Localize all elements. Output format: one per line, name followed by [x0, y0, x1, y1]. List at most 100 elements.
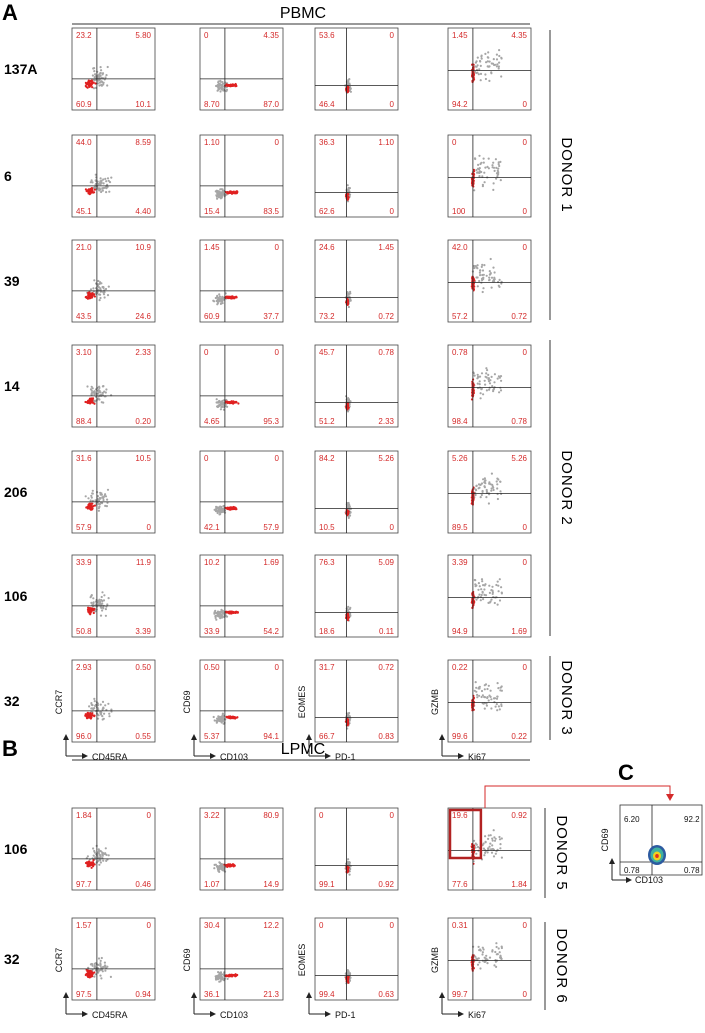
gray-event	[483, 584, 486, 587]
row-label-pbmc-14: 14	[4, 378, 20, 394]
gray-event	[478, 175, 481, 178]
gray-event	[100, 599, 103, 602]
gray-event	[482, 847, 485, 850]
gray-event	[101, 73, 104, 76]
gray-event	[106, 488, 110, 491]
quadrant-lr: 0.46	[135, 880, 151, 889]
quadrant-lr: 95.3	[263, 417, 279, 426]
red-event	[87, 190, 90, 194]
gray-event	[490, 848, 493, 851]
gray-event	[497, 284, 500, 287]
gray-event	[105, 859, 108, 863]
gray-event	[493, 271, 496, 274]
event-dots	[470, 367, 503, 401]
gray-event	[216, 511, 219, 515]
gray-event	[219, 510, 222, 513]
red-event	[232, 506, 235, 509]
gray-event	[481, 953, 484, 956]
quadrant-lr: 0	[523, 990, 528, 999]
gray-event	[89, 499, 92, 502]
red-event	[346, 722, 349, 725]
gray-event	[499, 847, 502, 850]
gray-event	[84, 495, 87, 498]
gray-event	[496, 695, 499, 698]
gray-event	[221, 615, 224, 618]
quadrant-ur: 8.59	[135, 138, 151, 147]
gray-event	[106, 498, 109, 501]
gray-event	[92, 87, 96, 90]
quadrant-ul: 0	[204, 31, 209, 40]
gray-event	[87, 497, 90, 500]
red-event	[346, 85, 349, 88]
red-event	[346, 91, 349, 94]
gray-event	[489, 834, 492, 837]
gray-event	[483, 477, 486, 480]
gray-event	[500, 704, 503, 708]
plot-frame	[314, 917, 399, 1001]
gray-event	[98, 79, 101, 82]
gray-event	[494, 158, 497, 161]
gray-event	[222, 193, 225, 196]
event-dots	[84, 697, 113, 721]
gray-event	[92, 597, 95, 600]
gray-event	[498, 54, 501, 58]
red-event	[88, 975, 91, 978]
quadrant-lr: 3.39	[135, 627, 151, 636]
quadrant-ll: 88.4	[76, 417, 92, 426]
gray-event	[94, 973, 97, 976]
gray-event	[481, 183, 484, 186]
red-event	[93, 295, 96, 298]
gray-event	[347, 605, 350, 608]
red-event	[89, 715, 93, 718]
gray-event	[218, 295, 222, 298]
red-event	[86, 86, 89, 89]
gray-event	[476, 963, 480, 966]
gray-event	[222, 722, 225, 725]
quadrant-lr: 0	[147, 523, 152, 532]
gray-event	[489, 689, 492, 692]
quadrant-ll: 89.5	[452, 523, 468, 532]
quadrant-ul: 33.9	[76, 558, 92, 567]
quadrant-lr: 0.72	[511, 312, 527, 321]
gray-event	[104, 614, 107, 617]
quadrant-ul: 3.39	[452, 558, 468, 567]
row-label-pbmc-32: 32	[4, 693, 20, 709]
panel-letter-c: C	[618, 760, 634, 785]
panel-c-contour-core	[655, 854, 659, 858]
gray-event	[213, 719, 216, 722]
plot-pbmc-14-ki67: 0.78 0 98.4 0.78	[447, 344, 532, 428]
gray-event	[106, 501, 109, 504]
gray-event	[222, 298, 225, 301]
gray-event	[214, 863, 217, 866]
gray-event	[100, 493, 103, 496]
gray-event	[497, 584, 500, 587]
plot-lpmc-106-ki67: 19.6 0.92 77.6 1.84	[447, 807, 532, 891]
gray-event	[348, 861, 351, 864]
gray-event	[485, 389, 488, 392]
plot-pbmc-32-ki67: 0.22 0 99.6 0.22	[447, 659, 532, 743]
quadrant-lr: 2.33	[378, 417, 394, 426]
gray-event	[474, 681, 477, 684]
gray-event	[474, 493, 477, 497]
gray-event	[479, 967, 482, 970]
gray-event	[496, 487, 499, 490]
quadrant-ll: 51.2	[319, 417, 335, 426]
gray-event	[478, 593, 481, 596]
y-axis-label-pbmc-ccr7: CCR7	[54, 690, 64, 715]
gray-event	[490, 851, 494, 854]
panel-c-xlabel: CD103	[635, 875, 663, 885]
quadrant-ur: 5.80	[135, 31, 151, 40]
gray-event	[491, 591, 494, 594]
gray-event	[476, 56, 479, 59]
gray-event	[101, 966, 104, 969]
gray-event	[92, 601, 95, 604]
gray-event	[219, 408, 222, 411]
x-axis-label-pbmc-ki67: Ki67	[468, 752, 486, 762]
gray-event	[214, 616, 217, 620]
gray-event	[105, 388, 108, 391]
plot-pbmc-39-pd-1: 24.6 1.45 73.2 0.72	[314, 239, 399, 323]
gray-event	[221, 869, 224, 872]
lpmc-title: LPMC	[281, 741, 325, 758]
x-axis-label-pbmc-cd45ra: CD45RA	[92, 752, 128, 762]
